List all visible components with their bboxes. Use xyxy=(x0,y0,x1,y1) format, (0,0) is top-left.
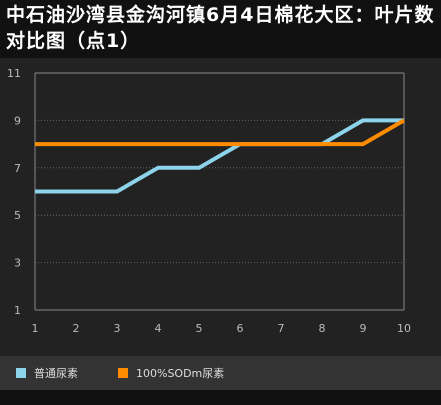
legend-label-series-2: 100%SODm尿素 xyxy=(136,367,225,380)
y-tick-label-3: 3 xyxy=(14,257,21,270)
y-tick-label-9: 9 xyxy=(14,114,21,127)
plot-area: 1 3 5 7 9 11 1 2 3 4 5 6 7 8 9 10 xyxy=(0,58,441,356)
y-tick-label-7: 7 xyxy=(14,162,21,175)
x-tick-label-6: 6 xyxy=(237,322,244,335)
legend-item-series-1[interactable]: 普通尿素 xyxy=(16,365,78,381)
x-tick-label-7: 7 xyxy=(278,322,285,335)
x-tick-label-1: 1 xyxy=(32,322,39,335)
legend: 普通尿素 100%SODm尿素 xyxy=(0,356,441,390)
legend-swatch-series-2 xyxy=(118,368,128,378)
x-tick-label-4: 4 xyxy=(155,322,162,335)
y-tick-label-5: 5 xyxy=(14,209,21,222)
y-tick-label-11: 11 xyxy=(7,67,21,80)
legend-swatch-series-1 xyxy=(16,368,26,378)
x-tick-label-5: 5 xyxy=(196,322,203,335)
legend-label-series-1: 普通尿素 xyxy=(34,367,78,380)
x-tick-label-8: 8 xyxy=(319,322,326,335)
x-tick-label-10: 10 xyxy=(397,322,411,335)
legend-item-series-2[interactable]: 100%SODm尿素 xyxy=(118,365,224,381)
series-line-2 xyxy=(35,118,406,147)
x-tick-label-9: 9 xyxy=(360,322,367,335)
chart-title: 中石油沙湾县金沟河镇6月4日棉花大区：叶片数对比图（点1） xyxy=(6,4,435,52)
series-line-1 xyxy=(35,118,404,194)
y-tick-label-1: 1 xyxy=(14,304,21,317)
x-tick-label-2: 2 xyxy=(73,322,80,335)
x-tick-label-3: 3 xyxy=(114,322,121,335)
